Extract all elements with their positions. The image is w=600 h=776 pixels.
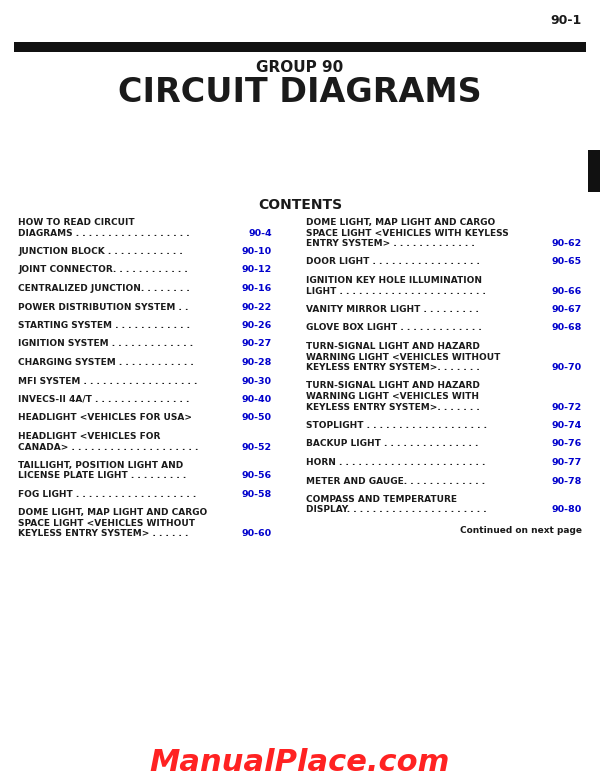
Text: 90-56: 90-56 xyxy=(242,472,272,480)
Text: STARTING SYSTEM . . . . . . . . . . . .: STARTING SYSTEM . . . . . . . . . . . . xyxy=(18,321,190,330)
Text: 90-72: 90-72 xyxy=(552,403,582,411)
Text: ENTRY SYSTEM> . . . . . . . . . . . . .: ENTRY SYSTEM> . . . . . . . . . . . . . xyxy=(306,239,475,248)
Text: TURN-SIGNAL LIGHT AND HAZARD: TURN-SIGNAL LIGHT AND HAZARD xyxy=(306,382,480,390)
Text: JOINT CONNECTOR. . . . . . . . . . . .: JOINT CONNECTOR. . . . . . . . . . . . xyxy=(18,265,188,275)
Text: ManualPlace.com: ManualPlace.com xyxy=(150,748,450,776)
Text: WARNING LIGHT <VEHICLES WITHOUT: WARNING LIGHT <VEHICLES WITHOUT xyxy=(306,352,500,362)
Text: LICENSE PLATE LIGHT . . . . . . . . .: LICENSE PLATE LIGHT . . . . . . . . . xyxy=(18,472,186,480)
Text: DISPLAY. . . . . . . . . . . . . . . . . . . . . .: DISPLAY. . . . . . . . . . . . . . . . .… xyxy=(306,505,487,514)
Text: DOME LIGHT, MAP LIGHT AND CARGO: DOME LIGHT, MAP LIGHT AND CARGO xyxy=(306,218,495,227)
Text: LIGHT . . . . . . . . . . . . . . . . . . . . . . .: LIGHT . . . . . . . . . . . . . . . . . … xyxy=(306,286,486,296)
Text: JUNCTION BLOCK . . . . . . . . . . . .: JUNCTION BLOCK . . . . . . . . . . . . xyxy=(18,247,183,256)
Text: HORN . . . . . . . . . . . . . . . . . . . . . . .: HORN . . . . . . . . . . . . . . . . . .… xyxy=(306,458,485,467)
Text: TURN-SIGNAL LIGHT AND HAZARD: TURN-SIGNAL LIGHT AND HAZARD xyxy=(306,342,480,351)
Text: TAILLIGHT, POSITION LIGHT AND: TAILLIGHT, POSITION LIGHT AND xyxy=(18,461,183,470)
Text: GLOVE BOX LIGHT . . . . . . . . . . . . .: GLOVE BOX LIGHT . . . . . . . . . . . . … xyxy=(306,324,482,332)
Text: Continued on next page: Continued on next page xyxy=(460,526,582,535)
Text: 90-66: 90-66 xyxy=(552,286,582,296)
Text: CIRCUIT DIAGRAMS: CIRCUIT DIAGRAMS xyxy=(118,76,482,109)
Text: CANADA> . . . . . . . . . . . . . . . . . . . .: CANADA> . . . . . . . . . . . . . . . . … xyxy=(18,442,199,452)
Text: 90-52: 90-52 xyxy=(242,442,272,452)
Text: 90-74: 90-74 xyxy=(552,421,582,430)
Text: WARNING LIGHT <VEHICLES WITH: WARNING LIGHT <VEHICLES WITH xyxy=(306,392,479,401)
Bar xyxy=(14,42,586,52)
Text: 90-12: 90-12 xyxy=(242,265,272,275)
Text: 90-27: 90-27 xyxy=(242,340,272,348)
Text: 90-78: 90-78 xyxy=(551,476,582,486)
Text: 90-60: 90-60 xyxy=(242,529,272,539)
Text: 90-1: 90-1 xyxy=(551,14,582,27)
Text: 90-80: 90-80 xyxy=(552,505,582,514)
Text: HEADLIGHT <VEHICLES FOR: HEADLIGHT <VEHICLES FOR xyxy=(18,432,160,441)
Text: 90-40: 90-40 xyxy=(242,395,272,404)
Text: 90-16: 90-16 xyxy=(242,284,272,293)
Text: FOG LIGHT . . . . . . . . . . . . . . . . . . .: FOG LIGHT . . . . . . . . . . . . . . . … xyxy=(18,490,196,499)
Text: CHARGING SYSTEM . . . . . . . . . . . .: CHARGING SYSTEM . . . . . . . . . . . . xyxy=(18,358,194,367)
Text: 90-62: 90-62 xyxy=(552,239,582,248)
Text: METER AND GAUGE. . . . . . . . . . . . .: METER AND GAUGE. . . . . . . . . . . . . xyxy=(306,476,485,486)
Text: 90-76: 90-76 xyxy=(552,439,582,449)
Text: 90-28: 90-28 xyxy=(242,358,272,367)
Text: INVECS-II 4A/T . . . . . . . . . . . . . . .: INVECS-II 4A/T . . . . . . . . . . . . .… xyxy=(18,395,190,404)
Text: 90-30: 90-30 xyxy=(242,376,272,386)
Text: 90-77: 90-77 xyxy=(552,458,582,467)
Text: VANITY MIRROR LIGHT . . . . . . . . .: VANITY MIRROR LIGHT . . . . . . . . . xyxy=(306,305,479,314)
Text: COMPASS AND TEMPERATURE: COMPASS AND TEMPERATURE xyxy=(306,495,457,504)
Text: GROUP 90: GROUP 90 xyxy=(256,60,344,75)
Text: 90-68: 90-68 xyxy=(551,324,582,332)
Bar xyxy=(588,150,600,192)
Text: KEYLESS ENTRY SYSTEM> . . . . . .: KEYLESS ENTRY SYSTEM> . . . . . . xyxy=(18,529,188,539)
Text: BACKUP LIGHT . . . . . . . . . . . . . . .: BACKUP LIGHT . . . . . . . . . . . . . .… xyxy=(306,439,478,449)
Text: CENTRALIZED JUNCTION. . . . . . . .: CENTRALIZED JUNCTION. . . . . . . . xyxy=(18,284,190,293)
Text: KEYLESS ENTRY SYSTEM>. . . . . . .: KEYLESS ENTRY SYSTEM>. . . . . . . xyxy=(306,403,480,411)
Text: DOOR LIGHT . . . . . . . . . . . . . . . . .: DOOR LIGHT . . . . . . . . . . . . . . .… xyxy=(306,258,480,266)
Text: 90-10: 90-10 xyxy=(242,247,272,256)
Text: KEYLESS ENTRY SYSTEM>. . . . . . .: KEYLESS ENTRY SYSTEM>. . . . . . . xyxy=(306,363,480,372)
Text: IGNITION KEY HOLE ILLUMINATION: IGNITION KEY HOLE ILLUMINATION xyxy=(306,276,482,285)
Text: HOW TO READ CIRCUIT: HOW TO READ CIRCUIT xyxy=(18,218,134,227)
Text: MFI SYSTEM . . . . . . . . . . . . . . . . . .: MFI SYSTEM . . . . . . . . . . . . . . .… xyxy=(18,376,197,386)
Text: CONTENTS: CONTENTS xyxy=(258,198,342,212)
Text: 90-70: 90-70 xyxy=(552,363,582,372)
Text: 90-26: 90-26 xyxy=(242,321,272,330)
Text: IGNITION SYSTEM . . . . . . . . . . . . .: IGNITION SYSTEM . . . . . . . . . . . . … xyxy=(18,340,193,348)
Text: DOME LIGHT, MAP LIGHT AND CARGO: DOME LIGHT, MAP LIGHT AND CARGO xyxy=(18,508,207,518)
Text: 90-67: 90-67 xyxy=(552,305,582,314)
Text: STOPLIGHT . . . . . . . . . . . . . . . . . . .: STOPLIGHT . . . . . . . . . . . . . . . … xyxy=(306,421,487,430)
Text: 90-65: 90-65 xyxy=(552,258,582,266)
Text: POWER DISTRIBUTION SYSTEM . .: POWER DISTRIBUTION SYSTEM . . xyxy=(18,303,188,311)
Text: 90-58: 90-58 xyxy=(242,490,272,499)
Text: 90-4: 90-4 xyxy=(248,228,272,237)
Text: HEADLIGHT <VEHICLES FOR USA>: HEADLIGHT <VEHICLES FOR USA> xyxy=(18,414,192,422)
Text: SPACE LIGHT <VEHICLES WITH KEYLESS: SPACE LIGHT <VEHICLES WITH KEYLESS xyxy=(306,228,509,237)
Text: DIAGRAMS . . . . . . . . . . . . . . . . . .: DIAGRAMS . . . . . . . . . . . . . . . .… xyxy=(18,228,190,237)
Text: 90-50: 90-50 xyxy=(242,414,272,422)
Text: 90-22: 90-22 xyxy=(242,303,272,311)
Text: SPACE LIGHT <VEHICLES WITHOUT: SPACE LIGHT <VEHICLES WITHOUT xyxy=(18,519,195,528)
